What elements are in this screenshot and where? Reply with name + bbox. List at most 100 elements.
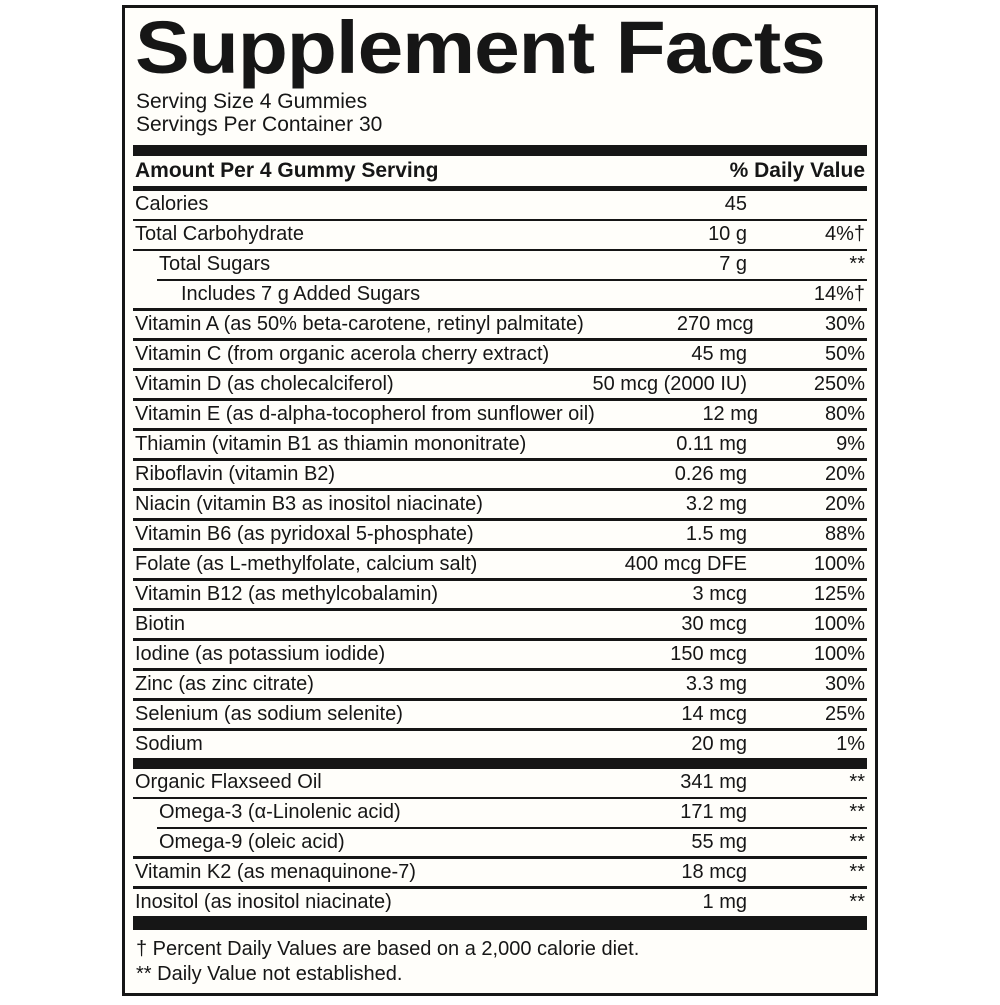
nutrient-dv: 1% (836, 732, 865, 755)
nutrient-amount: 3.2 mg (685, 492, 747, 515)
table-row: Vitamin A (as 50% beta-carotene, retinyl… (133, 311, 867, 339)
nutrient-name: Vitamin B12 (as methylcobalamin) (135, 582, 439, 605)
nutrient-amount: 55 mg (691, 830, 747, 853)
nutrient-dv: ** (849, 253, 865, 276)
table-row: Omega-9 (oleic acid) 55 mg ** (133, 829, 867, 857)
row-divider (133, 368, 867, 371)
nutrient-name: Calories (135, 193, 209, 216)
column-header-row: Amount Per 4 Gummy Serving % Daily Value (133, 156, 867, 186)
nutrient-name: Vitamin B6 (as pyridoxal 5-phosphate) (135, 522, 474, 545)
nutrient-dv: 20% (824, 462, 865, 485)
nutrient-amount: 10 g (708, 223, 747, 246)
row-divider (133, 398, 867, 401)
row-divider (133, 248, 867, 251)
nutrient-amount: 270 mcg (676, 312, 754, 335)
row-divider (133, 796, 867, 799)
row-divider (133, 668, 867, 671)
table-row: Inositol (as inositol niacinate) 1 mg ** (133, 889, 867, 917)
table-row: Vitamin B6 (as pyridoxal 5-phosphate) 1.5… (133, 521, 867, 549)
table-row: Total Carbohydrate 10 g 4%† (133, 221, 867, 249)
nutrient-name: Thiamin (vitamin B1 as thiamin mononitra… (135, 432, 527, 455)
nutrient-amount: 45 mg (691, 342, 747, 365)
row-divider (133, 638, 867, 641)
nutrient-name: Folate (as L-methylfolate, calcium salt) (135, 552, 478, 575)
nutrient-dv: 50% (824, 342, 865, 365)
row-divider (157, 826, 867, 829)
nutrient-dv: 30% (824, 312, 865, 335)
header-divider-bar (133, 145, 867, 156)
nutrient-amount: 3 mcg (692, 582, 747, 605)
table-row: Thiamin (vitamin B1 as thiamin mononitra… (133, 431, 867, 459)
nutrient-name: Total Carbohydrate (135, 223, 304, 246)
nutrient-dv: 100% (813, 552, 865, 575)
nutrient-amount: 400 mcg DFE (624, 552, 747, 575)
row-divider (133, 728, 867, 731)
nutrient-amount: 20 mg (691, 732, 747, 755)
nutrient-dv: ** (849, 801, 865, 824)
nutrient-name: Inositol (as inositol niacinate) (135, 890, 392, 913)
table-row: Riboflavin (vitamin B2) 0.26 mg 20% (133, 461, 867, 489)
footnote-not-established: ** Daily Value not established. (136, 963, 403, 985)
row-divider (133, 886, 867, 889)
nutrient-amount: 150 mcg (670, 642, 747, 665)
nutrient-amount: 30 mcg (681, 612, 747, 635)
footer-divider-bar (133, 916, 867, 930)
nutrient-dv: 9% (836, 432, 865, 455)
section-divider-bar (133, 758, 867, 769)
table-row: Folate (as L-methylfolate, calcium salt)… (133, 551, 867, 579)
table-row: Includes 7 g Added Sugars 14%† (133, 281, 867, 309)
table-row: Total Sugars 7 g ** (133, 251, 867, 279)
row-divider (133, 698, 867, 701)
nutrient-rows: Calories 45 Total Carbohydrate 10 g 4%† Total… (133, 191, 867, 916)
nutrient-name: Riboflavin (vitamin B2) (135, 462, 336, 485)
nutrient-dv: 100% (813, 642, 865, 665)
nutrient-amount: 50 mcg (2000 IU) (592, 372, 747, 395)
nutrient-name: Includes 7 g Added Sugars (181, 282, 421, 305)
table-row: Vitamin K2 (as menaquinone-7) 18 mcg ** (133, 859, 867, 887)
nutrient-amount: 45 (724, 193, 747, 216)
row-divider (157, 278, 867, 281)
row-divider (133, 518, 867, 521)
row-divider (133, 338, 867, 341)
nutrient-name: Zinc (as zinc citrate) (135, 672, 314, 695)
nutrient-dv: ** (849, 830, 865, 853)
nutrient-amount: 341 mg (680, 771, 747, 794)
table-row: Vitamin B12 (as methylcobalamin) 3 mcg 125… (133, 581, 867, 609)
nutrient-name: Total Sugars (159, 253, 271, 276)
header-underline (133, 186, 867, 191)
nutrient-name: Vitamin C (from organic acerola cherry e… (135, 342, 550, 365)
table-row: Vitamin D (as cholecalciferol) 50 mcg (20… (133, 371, 867, 399)
nutrient-dv: 88% (824, 522, 865, 545)
serving-size: Serving Size 4 Gummies (136, 90, 368, 113)
table-row: Selenium (as sodium selenite) 14 mcg 25% (133, 701, 867, 729)
nutrient-name: Iodine (as potassium iodide) (135, 642, 386, 665)
nutrient-dv: 125% (813, 582, 865, 605)
row-divider (133, 218, 867, 221)
footnote-daily-values: † Percent Daily Values are based on a 2,… (136, 938, 640, 960)
panel-title: Supplement Facts (135, 6, 826, 89)
nutrient-name: Organic Flaxseed Oil (135, 771, 322, 794)
table-row: Calories 45 (133, 191, 867, 219)
table-row: Niacin (vitamin B3 as inositol niacinate… (133, 491, 867, 519)
row-divider (133, 458, 867, 461)
supplement-facts-panel: Supplement Facts Serving Size 4 Gummies … (122, 5, 878, 996)
row-divider (133, 308, 867, 311)
nutrient-dv: 250% (813, 372, 865, 395)
nutrient-name: Vitamin K2 (as menaquinone-7) (135, 860, 416, 883)
nutrient-dv: 20% (824, 492, 865, 515)
nutrient-dv: 25% (824, 702, 865, 725)
nutrient-name: Omega-3 (α-Linolenic acid) (159, 801, 401, 824)
row-divider (133, 608, 867, 611)
servings-per-container: Servings Per Container 30 (136, 113, 383, 136)
row-divider (133, 578, 867, 581)
nutrient-dv: 100% (813, 612, 865, 635)
table-row: Vitamin E (as d-alpha-tocopherol from su… (133, 401, 867, 429)
row-divider (133, 548, 867, 551)
nutrient-amount: 171 mg (680, 801, 747, 824)
nutrient-name: Niacin (vitamin B3 as inositol niacinate… (135, 492, 483, 515)
nutrient-name: Vitamin E (as d-alpha-tocopherol from su… (135, 402, 595, 425)
table-row: Zinc (as zinc citrate) 3.3 mg 30% (133, 671, 867, 699)
table-row: Sodium 20 mg 1% (133, 731, 867, 759)
nutrient-amount: 0.11 mg (676, 432, 747, 455)
nutrient-dv: 80% (824, 402, 865, 425)
